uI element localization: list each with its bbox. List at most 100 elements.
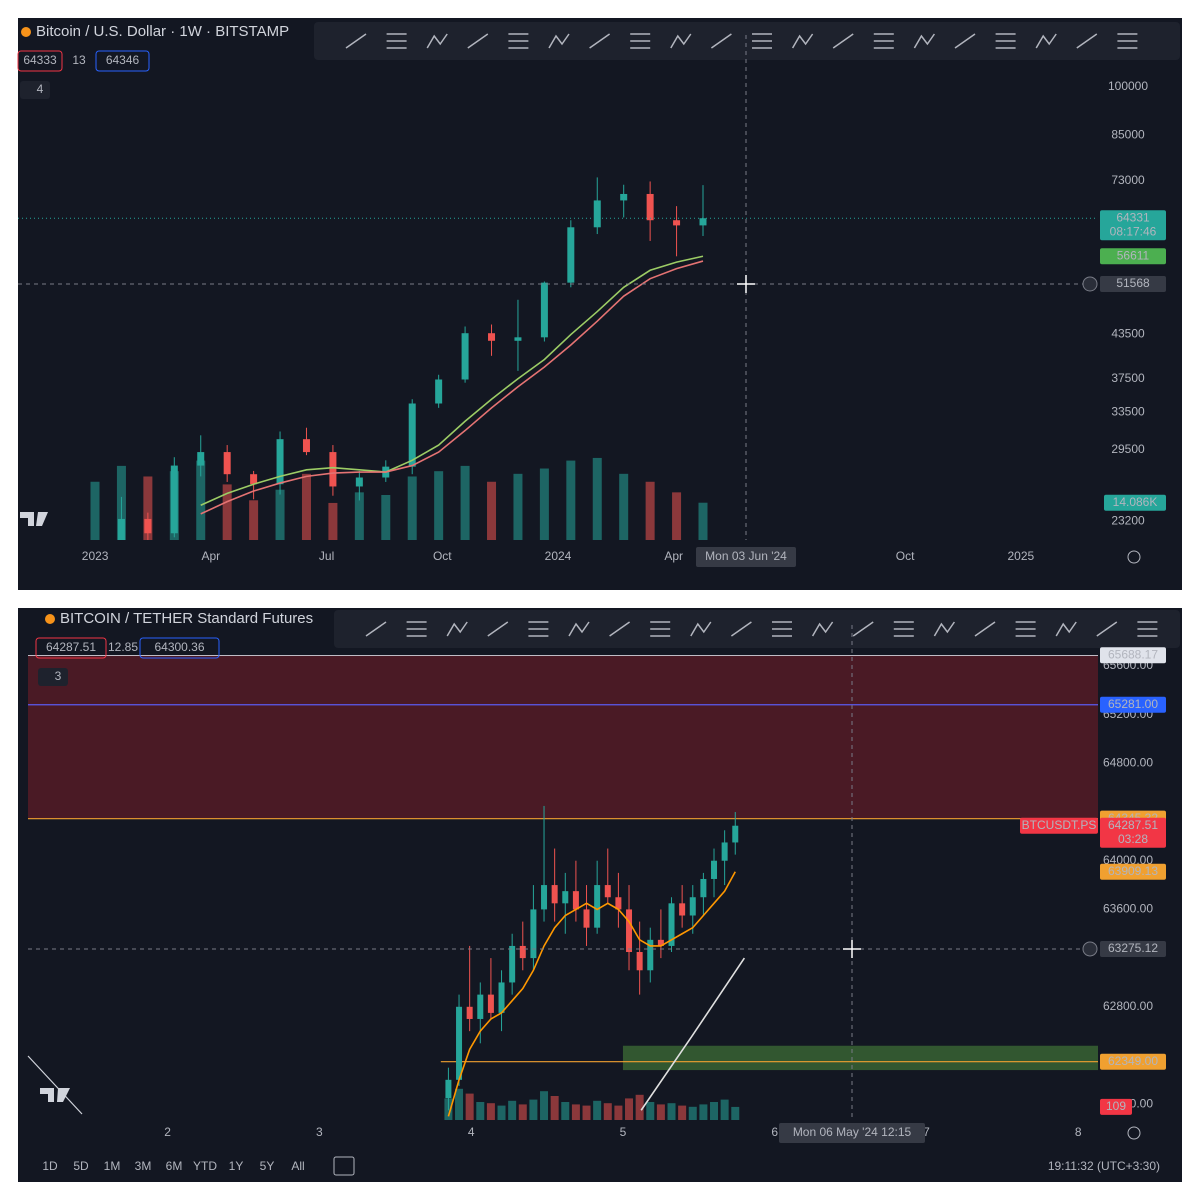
crosshair-date: Mon 06 May '24 12:15 bbox=[793, 1125, 912, 1139]
drawing-toolbar[interactable] bbox=[334, 610, 1180, 648]
bid-price: 64287.51 bbox=[46, 640, 96, 654]
toolbar-icon[interactable] bbox=[730, 621, 752, 637]
crosshair-price-box bbox=[1100, 940, 1166, 957]
toolbar-icon[interactable] bbox=[589, 33, 611, 49]
toolbar-icon[interactable] bbox=[487, 621, 509, 637]
x-tick-label: 5 bbox=[620, 1125, 627, 1139]
toolbar-icon[interactable] bbox=[1096, 621, 1118, 637]
settings-icon[interactable] bbox=[1127, 550, 1141, 564]
range-button[interactable]: 5D bbox=[73, 1159, 89, 1173]
toolbar-icon[interactable] bbox=[954, 33, 976, 49]
logo bbox=[40, 1088, 70, 1102]
toolbar-icon[interactable] bbox=[365, 621, 387, 637]
volume-bar bbox=[497, 1105, 506, 1120]
range-button[interactable]: 6M bbox=[166, 1159, 183, 1173]
logo bbox=[20, 512, 48, 526]
price-label-text: 65281.00 bbox=[1108, 697, 1158, 711]
candle-body bbox=[620, 193, 628, 201]
candle-body bbox=[514, 337, 522, 341]
toolbar-icon[interactable] bbox=[548, 33, 570, 49]
toolbar-icon[interactable] bbox=[1076, 33, 1098, 49]
indicators-count: 4 bbox=[37, 82, 44, 96]
volume-bar bbox=[518, 1104, 527, 1120]
volume-bar bbox=[222, 484, 232, 540]
volume-bar bbox=[667, 1103, 676, 1120]
toolbar-icon[interactable] bbox=[426, 33, 448, 49]
candle-body bbox=[647, 939, 654, 971]
candle-body bbox=[567, 227, 575, 283]
volume-bar bbox=[486, 1103, 495, 1120]
toolbar-icon[interactable] bbox=[467, 33, 489, 49]
indicators-toggle[interactable] bbox=[38, 668, 68, 686]
moving-average bbox=[447, 871, 736, 1117]
toolbar-icon[interactable] bbox=[568, 621, 590, 637]
toolbar-icon[interactable] bbox=[345, 33, 367, 49]
settings-icon[interactable] bbox=[1127, 1126, 1141, 1140]
toolbar-icon[interactable] bbox=[630, 33, 651, 49]
volume-bar bbox=[645, 481, 655, 540]
toolbar-icon[interactable] bbox=[811, 621, 834, 637]
volume-bar bbox=[646, 1102, 655, 1120]
toolbar-icon[interactable] bbox=[670, 33, 692, 49]
toolbar-icon[interactable] bbox=[995, 33, 1016, 49]
volume-bar bbox=[196, 460, 206, 540]
range-button[interactable]: YTD bbox=[193, 1159, 217, 1173]
x-tick-label: 3 bbox=[316, 1125, 323, 1139]
candle-body bbox=[699, 218, 707, 226]
toolbar-icon[interactable] bbox=[386, 33, 407, 49]
toolbar-icon[interactable] bbox=[933, 621, 956, 637]
toolbar-icon[interactable] bbox=[852, 621, 874, 637]
toolbar-icon[interactable] bbox=[791, 33, 814, 49]
y-tick-label: 100000 bbox=[1108, 79, 1148, 93]
toolbar-icon[interactable] bbox=[1117, 33, 1138, 49]
candle-body bbox=[117, 518, 125, 540]
volume-bar bbox=[407, 476, 417, 540]
range-button[interactable]: 3M bbox=[135, 1159, 152, 1173]
toolbar-icon[interactable] bbox=[974, 621, 996, 637]
toolbar-icon[interactable] bbox=[832, 33, 854, 49]
toolbar-icon[interactable] bbox=[893, 621, 914, 637]
add-alert[interactable] bbox=[1082, 941, 1098, 957]
toolbar-icon[interactable] bbox=[406, 621, 427, 637]
toolbar-icon[interactable] bbox=[1015, 621, 1036, 637]
volume-bar bbox=[625, 1098, 634, 1120]
range-button[interactable]: 1M bbox=[104, 1159, 121, 1173]
toolbar-icon[interactable] bbox=[690, 621, 712, 637]
toolbar-icon[interactable] bbox=[772, 621, 792, 637]
toolbar-icon[interactable] bbox=[752, 33, 772, 49]
toolbar-icon[interactable] bbox=[1035, 33, 1057, 49]
toolbar-icon[interactable] bbox=[508, 33, 529, 49]
indicators-toggle[interactable] bbox=[20, 81, 50, 99]
toolbar-icon[interactable] bbox=[528, 621, 549, 637]
toolbar-icon[interactable] bbox=[913, 33, 936, 49]
candle-body bbox=[170, 465, 178, 534]
volume-bar bbox=[710, 1102, 719, 1120]
toolbar-icon[interactable] bbox=[873, 33, 894, 49]
toolbar-icon[interactable] bbox=[710, 33, 732, 49]
indicators-count: 3 bbox=[55, 669, 62, 683]
toolbar-icon[interactable] bbox=[446, 621, 468, 637]
toolbar-icon[interactable] bbox=[1137, 621, 1158, 637]
date-range-icon[interactable] bbox=[333, 1156, 355, 1176]
range-button[interactable]: All bbox=[291, 1159, 304, 1173]
candle-body bbox=[668, 903, 675, 946]
ask-price: 64300.36 bbox=[154, 640, 204, 654]
trend-line bbox=[27, 1055, 83, 1115]
range-button[interactable]: 1D bbox=[42, 1159, 58, 1173]
toolbar-icon[interactable] bbox=[1055, 621, 1077, 637]
toolbar-icon[interactable] bbox=[609, 621, 631, 637]
range-button[interactable]: 1Y bbox=[229, 1159, 244, 1173]
crosshair-date-box bbox=[779, 1123, 925, 1143]
ask-box bbox=[139, 637, 220, 659]
range-button[interactable]: 5Y bbox=[260, 1159, 275, 1173]
toolbar-icon[interactable] bbox=[650, 621, 671, 637]
volume-bar bbox=[143, 476, 153, 540]
candle-body bbox=[657, 939, 664, 946]
drawing-toolbar[interactable] bbox=[314, 22, 1180, 60]
crosshair-date-box bbox=[696, 547, 796, 567]
price-label-text: 63909.13 bbox=[1108, 864, 1158, 878]
spread: 12.85 bbox=[108, 640, 138, 654]
add-alert[interactable] bbox=[1082, 276, 1098, 292]
volume-bar bbox=[614, 1105, 623, 1120]
